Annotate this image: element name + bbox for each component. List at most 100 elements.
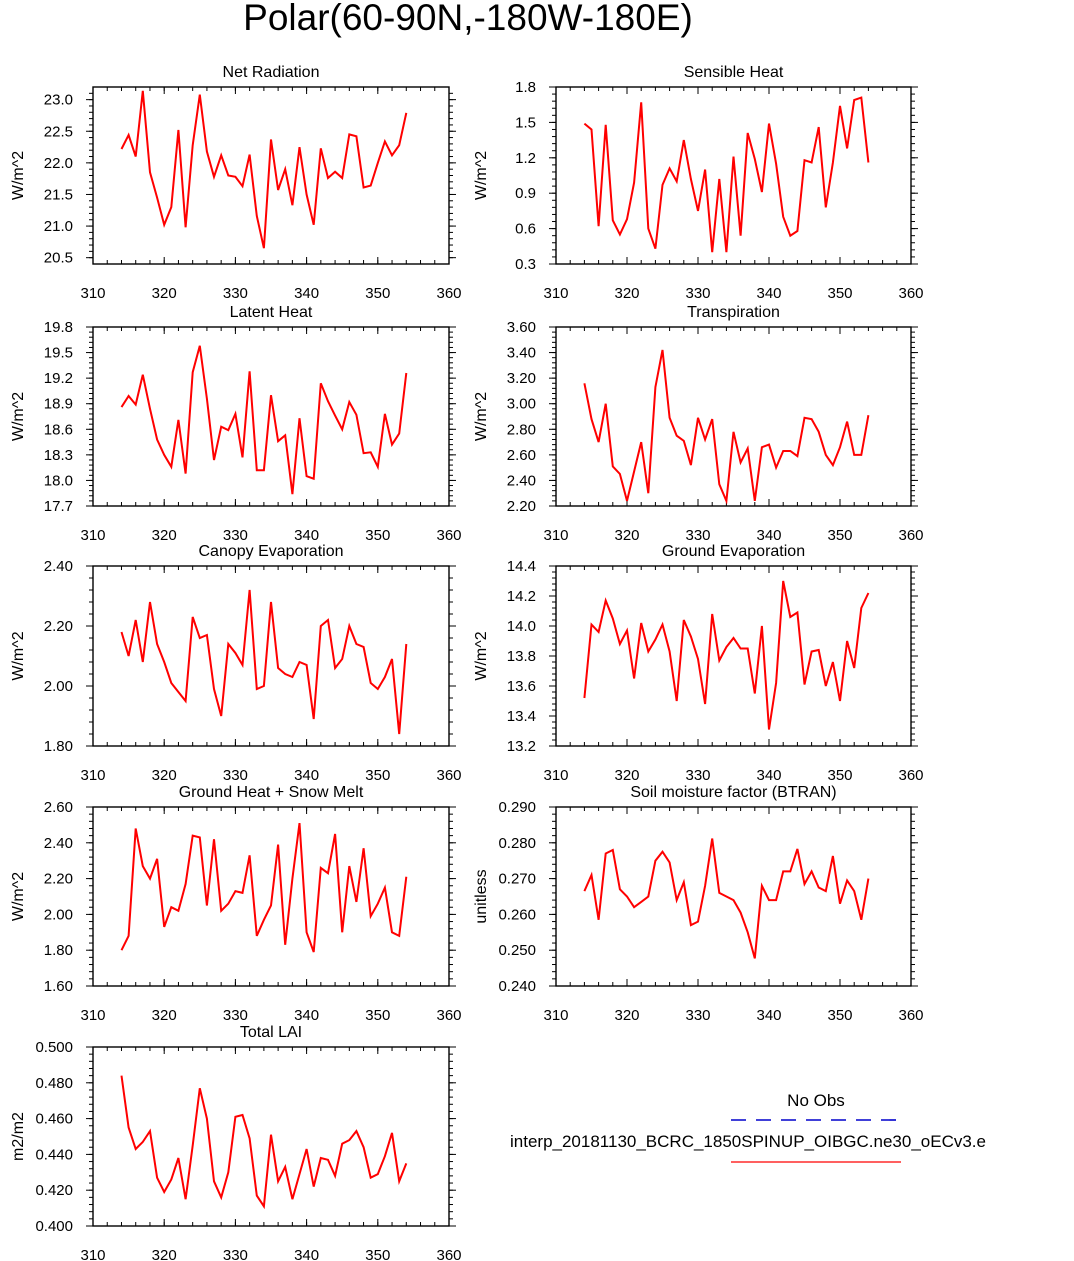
y-tick-label: 0.500 — [35, 1039, 73, 1056]
x-tick-label: 310 — [543, 527, 568, 544]
x-tick-label: 310 — [80, 285, 105, 302]
x-tick-label: 340 — [756, 1007, 781, 1024]
plot-frame — [92, 326, 450, 507]
panel-3: Latent Heat W/m^2 310 320 330 340 350 360 17.7 18… — [10, 304, 462, 544]
y-axis-label: W/m^2 — [473, 631, 490, 680]
x-tick-label: 340 — [756, 767, 781, 784]
panel-2: Sensible Heat W/m^2 310 320 330 340 350 360 0.3 0… — [473, 64, 924, 302]
panel-1: Net Radiation W/m^2 310 320 330 340 350 360 20.5… — [10, 64, 462, 302]
x-tick-label: 350 — [365, 1007, 390, 1024]
x-tick-label: 360 — [898, 1007, 923, 1024]
plot-frame — [92, 806, 450, 987]
x-tick-label: 360 — [436, 285, 461, 302]
series-line-model — [120, 90, 408, 249]
x-tick-label: 320 — [152, 527, 177, 544]
y-tick-label: 13.2 — [507, 738, 536, 755]
legend: No Obs interp_20181130_BCRC_1850SPINUP_O… — [510, 1091, 986, 1163]
y-tick-label: 13.4 — [507, 708, 536, 725]
x-tick-label: 310 — [80, 1247, 105, 1261]
y-tick-label: 22.5 — [44, 123, 73, 140]
y-tick-label: 21.5 — [44, 186, 73, 203]
panel-title: Ground Heat + Snow Melt — [179, 784, 364, 801]
legend-model-label: interp_20181130_BCRC_1850SPINUP_OIBGC.ne… — [510, 1132, 986, 1151]
y-tick-label: 0.260 — [498, 906, 536, 923]
y-tick-label: 3.40 — [507, 345, 536, 362]
series-line-model — [120, 589, 408, 735]
y-tick-label: 21.0 — [44, 218, 73, 235]
x-tick-label: 340 — [294, 285, 319, 302]
panel-title: Transpiration — [687, 304, 780, 321]
panel-title: Total LAI — [240, 1024, 302, 1041]
y-tick-label: 18.6 — [44, 421, 73, 438]
y-tick-label: 19.2 — [44, 370, 73, 387]
x-tick-label: 310 — [80, 527, 105, 544]
panel-title: Canopy Evaporation — [199, 543, 344, 560]
y-tick-label: 3.20 — [507, 370, 536, 387]
x-tick-label: 340 — [294, 527, 319, 544]
y-tick-label: 0.3 — [515, 256, 536, 273]
x-tick-label: 330 — [223, 285, 248, 302]
figure-title: Polar(60-90N,-180W-180E) — [243, 0, 693, 38]
y-tick-label: 2.40 — [44, 558, 73, 575]
x-tick-label: 350 — [365, 527, 390, 544]
x-tick-label: 330 — [685, 767, 710, 784]
series-line-model — [583, 96, 870, 253]
panel-title: Net Radiation — [223, 64, 320, 81]
x-tick-label: 330 — [223, 767, 248, 784]
y-tick-label: 0.400 — [35, 1218, 73, 1235]
series-line-model — [120, 345, 408, 495]
panel-title: Soil moisture factor (BTRAN) — [630, 784, 836, 801]
plot-frame — [92, 1046, 450, 1227]
x-tick-label: 310 — [543, 1007, 568, 1024]
y-tick-label: 2.40 — [44, 835, 73, 852]
plot-frame — [92, 565, 450, 747]
y-axis-label: W/m^2 — [10, 872, 27, 921]
y-tick-label: 2.60 — [507, 447, 536, 464]
y-tick-label: 0.290 — [498, 799, 536, 816]
series-line-model — [583, 838, 870, 959]
x-tick-label: 320 — [614, 1007, 639, 1024]
x-tick-label: 360 — [436, 767, 461, 784]
panel-6: Ground Evaporation W/m^2 310 320 330 340 350 36… — [473, 543, 924, 784]
y-axis-label: m2/m2 — [10, 1112, 27, 1161]
y-tick-label: 0.420 — [35, 1182, 73, 1199]
y-tick-label: 14.0 — [507, 618, 536, 635]
y-tick-label: 0.270 — [498, 871, 536, 888]
x-tick-label: 310 — [80, 1007, 105, 1024]
x-tick-label: 360 — [898, 767, 923, 784]
plot-frame — [555, 565, 912, 747]
x-tick-label: 310 — [80, 767, 105, 784]
y-tick-label: 0.6 — [515, 221, 536, 238]
y-tick-label: 19.5 — [44, 345, 73, 362]
series-line-model — [120, 1075, 408, 1210]
x-tick-label: 360 — [436, 1247, 461, 1261]
x-tick-label: 330 — [223, 527, 248, 544]
y-tick-label: 18.9 — [44, 396, 73, 413]
panel-title: Sensible Heat — [684, 64, 784, 81]
x-tick-label: 320 — [614, 527, 639, 544]
x-tick-label: 320 — [152, 767, 177, 784]
y-tick-label: 1.60 — [44, 978, 73, 995]
panel-7: Ground Heat + Snow Melt W/m^2 310 320 330 340… — [10, 784, 462, 1024]
y-tick-label: 2.60 — [44, 799, 73, 816]
x-tick-label: 350 — [827, 767, 852, 784]
x-tick-label: 320 — [152, 285, 177, 302]
panel-title: Ground Evaporation — [662, 543, 805, 560]
y-tick-label: 2.00 — [44, 678, 73, 695]
y-tick-label: 2.00 — [44, 906, 73, 923]
x-tick-label: 360 — [436, 527, 461, 544]
x-tick-label: 360 — [436, 1007, 461, 1024]
y-axis-label: W/m^2 — [10, 151, 27, 200]
x-tick-label: 340 — [294, 1007, 319, 1024]
y-tick-label: 2.20 — [507, 498, 536, 515]
plot-frame — [555, 806, 912, 987]
x-tick-label: 320 — [152, 1247, 177, 1261]
y-tick-label: 19.8 — [44, 319, 73, 336]
plot-frame — [555, 86, 912, 265]
x-tick-label: 330 — [223, 1007, 248, 1024]
series-line-model — [120, 822, 408, 953]
x-tick-label: 340 — [294, 767, 319, 784]
panels: Net Radiation W/m^2 310 320 330 340 350 360 20.5… — [10, 64, 924, 1261]
panel-9: Total LAI m2/m2 310 320 330 340 350 360 0.400 0.4… — [10, 1024, 462, 1261]
panel-title: Latent Heat — [230, 304, 313, 321]
